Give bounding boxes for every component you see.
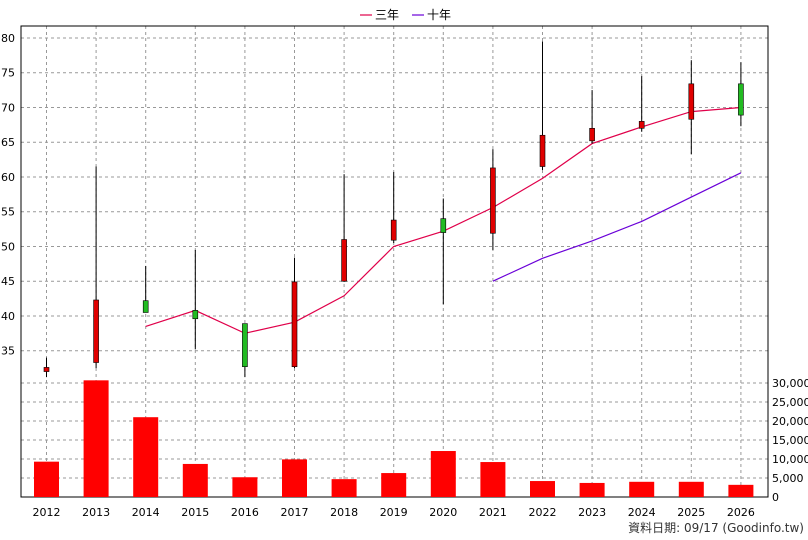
volume-bar xyxy=(430,451,456,497)
candle-body xyxy=(242,323,248,368)
plot-border xyxy=(20,25,769,498)
price-tick-label: 45 xyxy=(1,275,15,288)
year-tick-label: 2024 xyxy=(628,506,656,519)
grid-lines xyxy=(21,26,768,497)
year-tick-label: 2018 xyxy=(330,506,358,519)
price-axis: 35 40 45 50 55 60 65 70 75 80 xyxy=(1,32,15,358)
year-tick-label: 2016 xyxy=(231,506,259,519)
price-tick-label: 75 xyxy=(1,67,15,80)
candle-body xyxy=(390,219,397,241)
candle-body xyxy=(440,218,447,233)
year-tick-label: 2026 xyxy=(727,506,755,519)
year-tick-label: 2015 xyxy=(181,506,209,519)
candle-body xyxy=(192,310,199,320)
candle-body xyxy=(738,83,744,116)
year-tick-label: 2021 xyxy=(479,506,507,519)
candle-body xyxy=(539,134,546,167)
price-tick-label: 65 xyxy=(1,136,15,149)
volume-bar xyxy=(480,462,506,497)
year-tick-label: 2014 xyxy=(132,506,160,519)
volume-bar xyxy=(579,482,605,497)
volume-bar xyxy=(182,463,208,497)
volume-tick-label: 30,000 xyxy=(772,377,808,390)
year-tick-label: 2022 xyxy=(529,506,557,519)
year-axis: 2012 2013 2014 2015 2016 2017 2018 2019 2020 2021… xyxy=(33,506,755,519)
volume-bar xyxy=(530,481,555,497)
volume-bar xyxy=(629,481,655,497)
volume-bars xyxy=(34,380,754,497)
legend-label: 十年 xyxy=(427,8,451,22)
candle-body xyxy=(43,367,50,372)
volume-bar xyxy=(83,380,109,497)
price-tick-label: 70 xyxy=(1,101,15,114)
candle-body xyxy=(142,300,149,313)
volume-bar xyxy=(282,459,307,497)
price-tick-label: 50 xyxy=(1,240,15,253)
ma-ten-year-line xyxy=(492,172,742,282)
candle-body xyxy=(490,167,496,234)
source-note: 資料日期: 09/17 (Goodinfo.tw) xyxy=(628,521,804,535)
price-tick-label: 55 xyxy=(1,206,15,219)
volume-bar xyxy=(331,479,357,497)
year-tick-label: 2013 xyxy=(82,506,110,519)
legend: 三年 十年 xyxy=(360,8,451,22)
year-tick-label: 2017 xyxy=(281,506,309,519)
volume-tick-label: 10,000 xyxy=(772,453,808,466)
volume-tick-label: 15,000 xyxy=(772,434,808,447)
candle-body xyxy=(638,121,645,129)
volume-bar xyxy=(232,477,258,497)
candle-body xyxy=(341,239,347,282)
volume-tick-label: 20,000 xyxy=(772,415,808,428)
volume-tick-label: 0 xyxy=(772,491,779,504)
price-tick-label: 60 xyxy=(1,171,15,184)
price-tick-label: 40 xyxy=(1,310,15,323)
volume-tick-label: 25,000 xyxy=(772,396,808,409)
candle-body xyxy=(291,281,298,368)
price-tick-label: 80 xyxy=(1,32,15,45)
candle-body xyxy=(589,128,595,142)
plot-frame xyxy=(20,25,769,498)
year-tick-label: 2020 xyxy=(429,506,457,519)
legend-label: 三年 xyxy=(375,8,399,22)
volume-bar xyxy=(678,481,704,497)
volume-bar xyxy=(728,484,754,497)
volume-bar xyxy=(133,417,159,497)
volume-tick-label: 5,000 xyxy=(772,472,804,485)
candlesticks xyxy=(43,41,744,378)
volume-axis: 0 5,000 10,000 15,000 20,000 25,000 30,000 xyxy=(772,377,808,504)
volume-bar xyxy=(381,473,407,497)
year-tick-label: 2019 xyxy=(380,506,408,519)
candle-body xyxy=(93,299,99,363)
year-tick-label: 2025 xyxy=(677,506,705,519)
year-tick-label: 2023 xyxy=(578,506,606,519)
volume-bar xyxy=(34,461,59,497)
price-tick-label: 35 xyxy=(1,345,15,358)
candle-body xyxy=(688,83,695,120)
year-tick-label: 2012 xyxy=(33,506,61,519)
